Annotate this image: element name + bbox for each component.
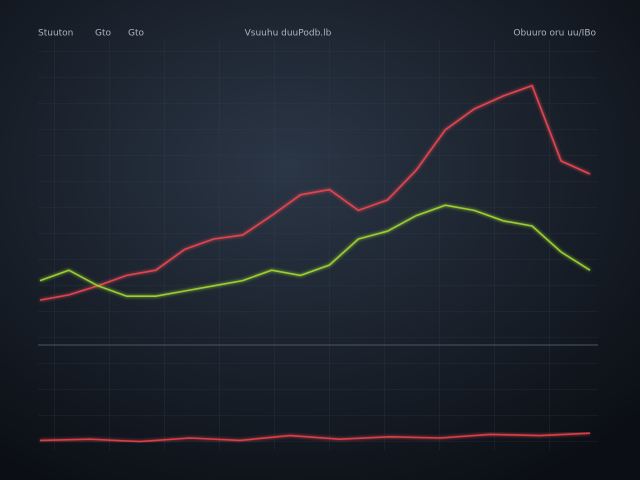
series-line	[39, 204, 591, 297]
grid	[38, 40, 598, 450]
header-label: Gto	[95, 29, 112, 39]
header-label: Gto	[128, 29, 145, 39]
header-label: Stuuton	[38, 29, 73, 39]
series-line	[39, 84, 591, 301]
header-label: Obuuro oru uu/IBo	[513, 29, 596, 39]
chart-title: Vsuuhu duuPodb.lb	[245, 29, 332, 39]
series-line	[39, 432, 591, 443]
